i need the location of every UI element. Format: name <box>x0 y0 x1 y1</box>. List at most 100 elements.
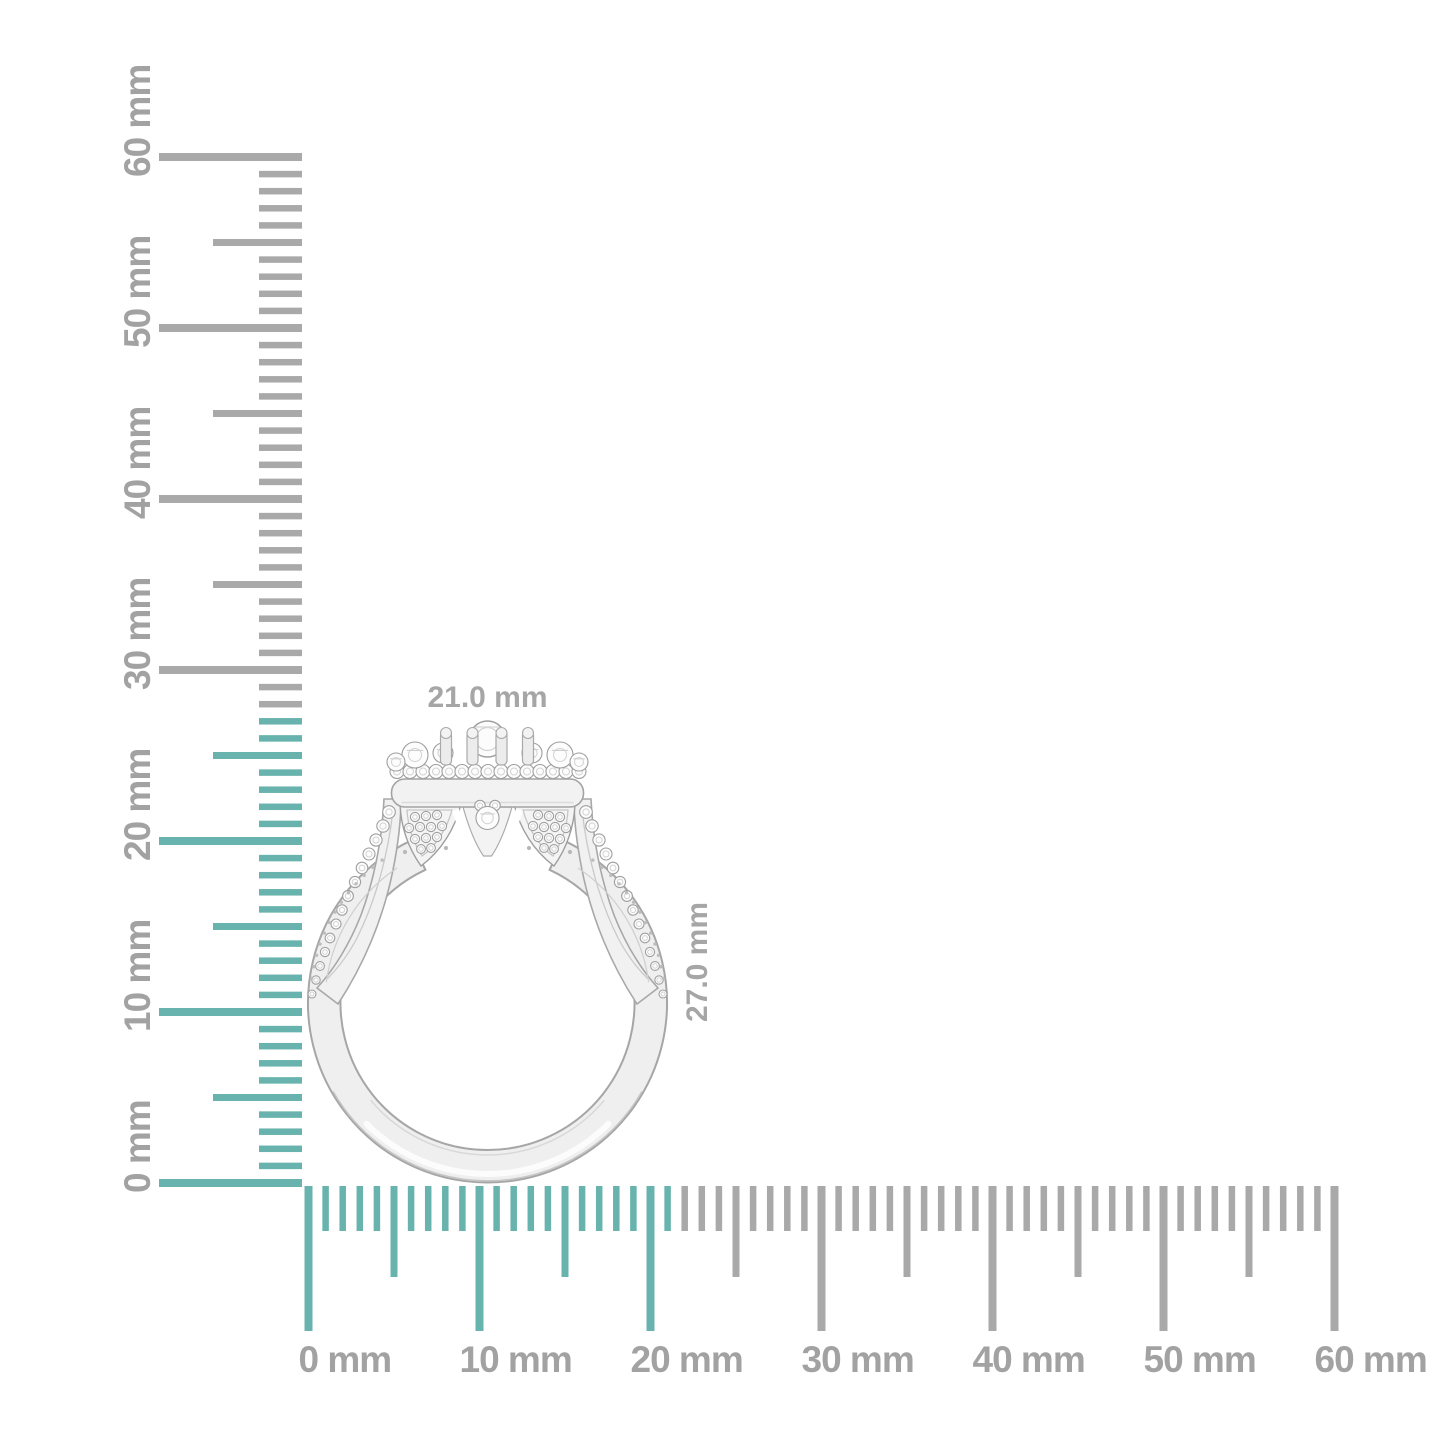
pave-diamond-facet <box>541 845 547 851</box>
milgrain-bead <box>624 891 629 895</box>
v-ruler-tick-21mm <box>259 820 302 828</box>
pave-diamond-facet <box>588 822 596 830</box>
pave-diamond-facet <box>530 823 536 829</box>
pave-diamond <box>639 932 651 944</box>
h-ruler-tick-56mm <box>1262 1186 1270 1231</box>
v-ruler-tick-31mm <box>259 649 302 657</box>
h-ruler-tick-0mm <box>304 1186 313 1331</box>
pave-diamond-facet <box>458 767 466 776</box>
h-ruler-label-10mm: 10 mm <box>460 1339 572 1380</box>
v-ruler-tick-2mm <box>259 1145 302 1153</box>
h-ruler-tick-42mm <box>1023 1186 1030 1231</box>
pave-diamond-facet <box>595 836 603 844</box>
v-ruler-tick-58mm <box>259 187 302 195</box>
pave-diamond-facet <box>445 767 453 776</box>
pave-diamond <box>376 819 390 833</box>
h-ruler-tick-10mm <box>475 1186 484 1331</box>
v-ruler-tick-1mm <box>259 1162 302 1170</box>
h-ruler-tick-39mm <box>972 1186 979 1231</box>
v-ruler-tick-57mm <box>259 205 302 212</box>
right-channel-line <box>581 809 648 979</box>
pave-diamond <box>480 763 496 780</box>
h-ruler-tick-7mm <box>424 1186 432 1231</box>
h-ruler-tick-8mm <box>442 1186 449 1231</box>
pave-diamond-facet <box>434 812 440 818</box>
pave-diamond-facet <box>391 757 401 767</box>
v-ruler-tick-59mm <box>259 170 302 178</box>
pave-diamond-facet <box>327 935 333 941</box>
pave-diamond-facet <box>471 767 479 776</box>
h-ruler-tick-57mm <box>1279 1186 1287 1231</box>
v-ruler-tick-48mm <box>259 358 302 366</box>
pave-diamond <box>324 932 336 944</box>
pave-diamond-facet <box>428 824 434 830</box>
h-ruler-label-50mm: 50 mm <box>1144 1339 1256 1380</box>
h-ruler-tick-31mm <box>835 1186 842 1231</box>
pave-diamond-facet <box>523 767 531 776</box>
h-ruler-label-30mm: 30 mm <box>802 1339 914 1380</box>
horizontal-ruler: 0 mm 10 mm 20 mm 30 mm 40 mm 50 mm 60 mm <box>299 1186 1428 1380</box>
h-ruler-tick-59mm <box>1314 1186 1321 1231</box>
v-ruler-label-0mm: 0 mm <box>117 1100 158 1193</box>
pave-diamond-facet <box>546 835 552 841</box>
v-ruler-tick-55mm <box>213 239 302 246</box>
pave-diamond <box>585 819 599 833</box>
milgrain-bead <box>661 976 665 980</box>
h-ruler-tick-24mm <box>715 1186 723 1231</box>
pave-diamond <box>527 820 539 832</box>
pave-diamond <box>454 763 470 780</box>
pave-diamond-facet <box>365 850 373 858</box>
pave-diamond-facet <box>491 802 499 809</box>
pave-diamond <box>532 763 548 780</box>
v-ruler-tick-13mm <box>259 957 302 964</box>
h-ruler-tick-35mm <box>903 1186 911 1277</box>
pave-diamond <box>382 805 396 819</box>
pave-diamond <box>532 809 544 821</box>
v-ruler-tick-43mm <box>259 444 302 451</box>
v-ruler-tick-38mm <box>259 529 302 537</box>
h-ruler-tick-49mm <box>1143 1186 1150 1231</box>
pave-diamond <box>386 752 406 772</box>
v-ruler-tick-52mm <box>259 290 302 298</box>
pave-diamond <box>569 752 589 772</box>
v-ruler-tick-18mm <box>259 871 302 879</box>
pave-diamond-facet <box>317 963 323 969</box>
v-ruler-tick-15mm <box>213 923 302 930</box>
v-ruler-tick-33mm <box>259 615 302 622</box>
h-ruler-tick-32mm <box>852 1186 859 1231</box>
v-ruler-tick-16mm <box>259 906 302 913</box>
pave-diamond <box>543 810 555 822</box>
ring-prongs <box>439 726 535 766</box>
width-dimension-label: 21.0 mm <box>427 681 547 714</box>
pave-diamond-facet <box>408 748 422 762</box>
v-ruler-label-30mm: 30 mm <box>117 578 158 690</box>
pave-diamond <box>621 890 633 902</box>
pave-diamond <box>633 918 645 930</box>
pave-diamond-facet <box>358 864 366 872</box>
pave-diamond <box>315 961 325 971</box>
band-highlight <box>363 1120 612 1177</box>
pave-diamond-facet <box>546 813 552 819</box>
h-ruler-tick-30mm <box>817 1186 826 1331</box>
pave-diamond-facet <box>652 963 658 969</box>
pave-diamond-facet <box>406 767 414 776</box>
v-ruler-tick-12mm <box>259 974 302 982</box>
pave-diamond <box>348 875 362 889</box>
pave-diamond <box>414 821 426 833</box>
pave-diamond-facet <box>551 846 557 852</box>
h-ruler-tick-25mm <box>732 1186 740 1277</box>
prong-cap <box>495 726 508 740</box>
v-ruler-tick-20mm <box>159 837 302 845</box>
h-ruler-tick-21mm <box>664 1186 671 1231</box>
milgrain-bead <box>638 910 642 914</box>
milgrain-bead <box>371 865 375 870</box>
pave-diamond <box>606 861 620 875</box>
v-ruler-tick-22mm <box>259 803 302 811</box>
pave-diamond-facet <box>553 748 567 762</box>
pave-diamond <box>436 820 448 832</box>
pave-diamond <box>467 763 483 780</box>
pave-diamond-facet <box>439 823 445 829</box>
pave-diamond <box>475 805 500 831</box>
v-ruler-tick-14mm <box>259 940 302 947</box>
